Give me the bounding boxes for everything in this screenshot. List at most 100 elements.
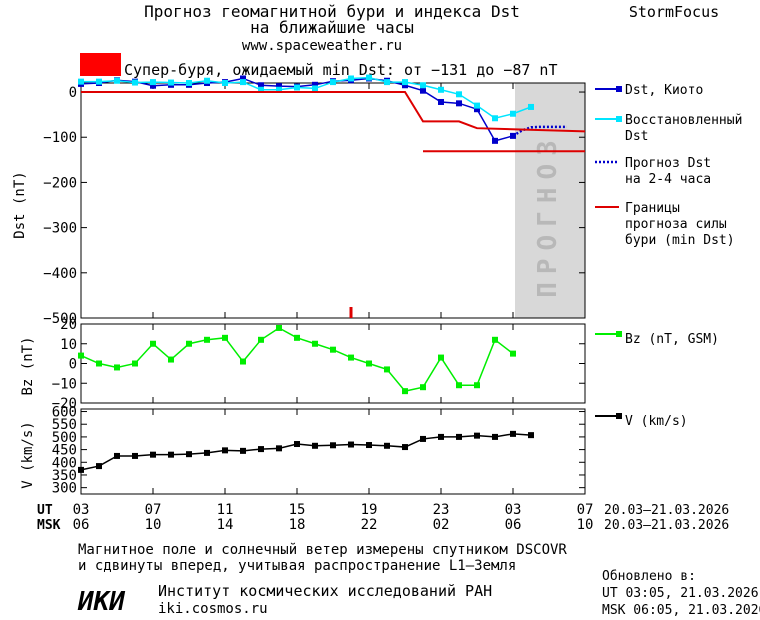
v-series-0-point bbox=[420, 435, 426, 442]
dst-series-1-point bbox=[240, 79, 246, 86]
bz-series-0-point bbox=[438, 354, 444, 361]
v-series-0-point bbox=[276, 445, 282, 452]
dst-series-1-point bbox=[276, 86, 282, 93]
dst-series-1-point bbox=[492, 115, 498, 122]
v-series-0-point bbox=[240, 447, 246, 454]
bz-series-0-point bbox=[204, 336, 210, 343]
v-series-0-line bbox=[80, 433, 532, 471]
bz-axis-label: Bz (nT) bbox=[20, 336, 36, 395]
bz-series-0-point bbox=[168, 356, 174, 363]
footer-note-line1: Магнитное поле и солнечный ветер измерен… bbox=[78, 542, 567, 558]
dst-series-1-point bbox=[420, 82, 426, 89]
dst-series-2-line bbox=[512, 125, 567, 137]
ut-tick-label: 03 bbox=[505, 502, 522, 518]
legend-restored-label1: Восстановленный bbox=[625, 113, 742, 128]
bz-series-0-point bbox=[294, 334, 300, 341]
dst-series-1-point bbox=[150, 79, 156, 86]
msk-tick-label: 18 bbox=[289, 517, 306, 533]
legend-restored-marker bbox=[616, 116, 622, 122]
iki-logo: ИКИ bbox=[77, 587, 125, 617]
msk-tick-label: 06 bbox=[505, 517, 522, 533]
msk-range: 20.03–21.03.2026 bbox=[604, 518, 729, 533]
bz-series-0-point bbox=[420, 384, 426, 391]
legend: Dst, Киото Восстановленный Dst Прогноз D… bbox=[595, 83, 742, 429]
v-series-0-point bbox=[294, 441, 300, 448]
forecast-band-label: ПРОГНОЗ bbox=[533, 132, 563, 298]
bz-ytick-label: 0 bbox=[69, 357, 77, 373]
chart-series bbox=[78, 74, 586, 473]
v-panel-frame bbox=[80, 408, 586, 495]
bz-series-0-point bbox=[456, 382, 462, 389]
ut-tick-label: 11 bbox=[217, 502, 234, 518]
dst-series-0-point bbox=[258, 82, 264, 89]
institute-site[interactable]: iki.cosmos.ru bbox=[158, 601, 268, 617]
bz-ytick-label: 10 bbox=[60, 337, 77, 353]
dst-series-1-point bbox=[456, 91, 462, 98]
institute-name: Институт космических исследований РАН bbox=[158, 582, 492, 600]
dst-series-0-point bbox=[150, 82, 156, 89]
bz-series-0-point bbox=[258, 336, 264, 343]
bz-series-0-point bbox=[402, 388, 408, 395]
dst-axis-label: Dst (nT) bbox=[12, 171, 28, 238]
dst-series-1-point bbox=[402, 79, 408, 86]
msk-tick-label: 14 bbox=[217, 517, 234, 533]
v-series-0-point bbox=[510, 430, 516, 437]
legend-v-label: V (km/s) bbox=[625, 414, 688, 429]
ut-tick-label: 03 bbox=[73, 502, 90, 518]
v-ytick-label: 400 bbox=[52, 455, 77, 471]
v-series-0-point bbox=[204, 449, 210, 456]
ut-tick-label: 07 bbox=[145, 502, 162, 518]
v-series-0-point bbox=[78, 466, 84, 473]
bz-series-0-point bbox=[510, 350, 516, 357]
dst-series-0-point bbox=[456, 100, 462, 107]
dst-series-1-point bbox=[510, 110, 516, 117]
dst-series-1-point bbox=[258, 86, 264, 93]
v-ytick-label: 450 bbox=[52, 443, 77, 459]
bz-series-0-point bbox=[186, 340, 192, 347]
dst-ytick-label: −100 bbox=[43, 130, 77, 146]
dst-series-0-point bbox=[240, 75, 246, 82]
v-ytick-label: 500 bbox=[52, 430, 77, 446]
legend-forecast-label1: Прогноз Dst bbox=[625, 156, 711, 171]
dst-series-1-point bbox=[294, 84, 300, 91]
bz-series-0-point bbox=[222, 334, 228, 341]
bz-series-0-point bbox=[96, 360, 102, 367]
bz-series-0-point bbox=[330, 346, 336, 353]
v-series-0-point bbox=[366, 442, 372, 449]
ut-tick-label: 19 bbox=[361, 502, 378, 518]
v-series-0-point bbox=[474, 432, 480, 439]
bz-series-0-point bbox=[78, 352, 84, 359]
v-series-0-point bbox=[438, 433, 444, 440]
legend-bounds-label3: бури (min Dst) bbox=[625, 233, 735, 248]
dst-series-0-point bbox=[474, 106, 480, 113]
dst-ytick-label: −200 bbox=[43, 175, 77, 191]
v-axis-label: V (km/s) bbox=[20, 421, 36, 488]
dst-panel-frame bbox=[80, 82, 586, 319]
dst-series-0-point bbox=[312, 81, 318, 88]
bz-series-0-point bbox=[240, 358, 246, 365]
x-ticks: 03 07 11 15 19 23 03 07 06 10 14 18 22 02 06 10 bbox=[73, 83, 593, 533]
bz-series-0-point bbox=[312, 340, 318, 347]
bz-series-0-point bbox=[150, 340, 156, 347]
alert-text: Супер-буря, ожидаемый min Dst: от −131 д… bbox=[124, 61, 557, 79]
bz-series-0-point bbox=[132, 360, 138, 367]
dst-series-1-point bbox=[438, 86, 444, 93]
updated-ut: UT 03:05, 21.03.2026 bbox=[602, 586, 759, 601]
alert-color-box bbox=[80, 53, 121, 76]
brand-name: StormFocus bbox=[629, 3, 719, 21]
v-series-0-point bbox=[114, 452, 120, 459]
v-series-0-point bbox=[492, 433, 498, 440]
legend-restored-label2: Dst bbox=[625, 129, 648, 144]
legend-dst-label: Dst, Киото bbox=[625, 83, 703, 98]
dst-series-1-point bbox=[330, 79, 336, 86]
v-series-0-point bbox=[222, 447, 228, 454]
dst-series-1-point bbox=[384, 79, 390, 86]
msk-tick-label: 10 bbox=[145, 517, 162, 533]
ut-tick-label: 15 bbox=[289, 502, 306, 518]
bz-series-0-point bbox=[474, 382, 480, 389]
site-url[interactable]: www.spaceweather.ru bbox=[242, 38, 402, 54]
bz-series-0-point bbox=[366, 360, 372, 367]
dst-series-1-point bbox=[204, 77, 210, 84]
